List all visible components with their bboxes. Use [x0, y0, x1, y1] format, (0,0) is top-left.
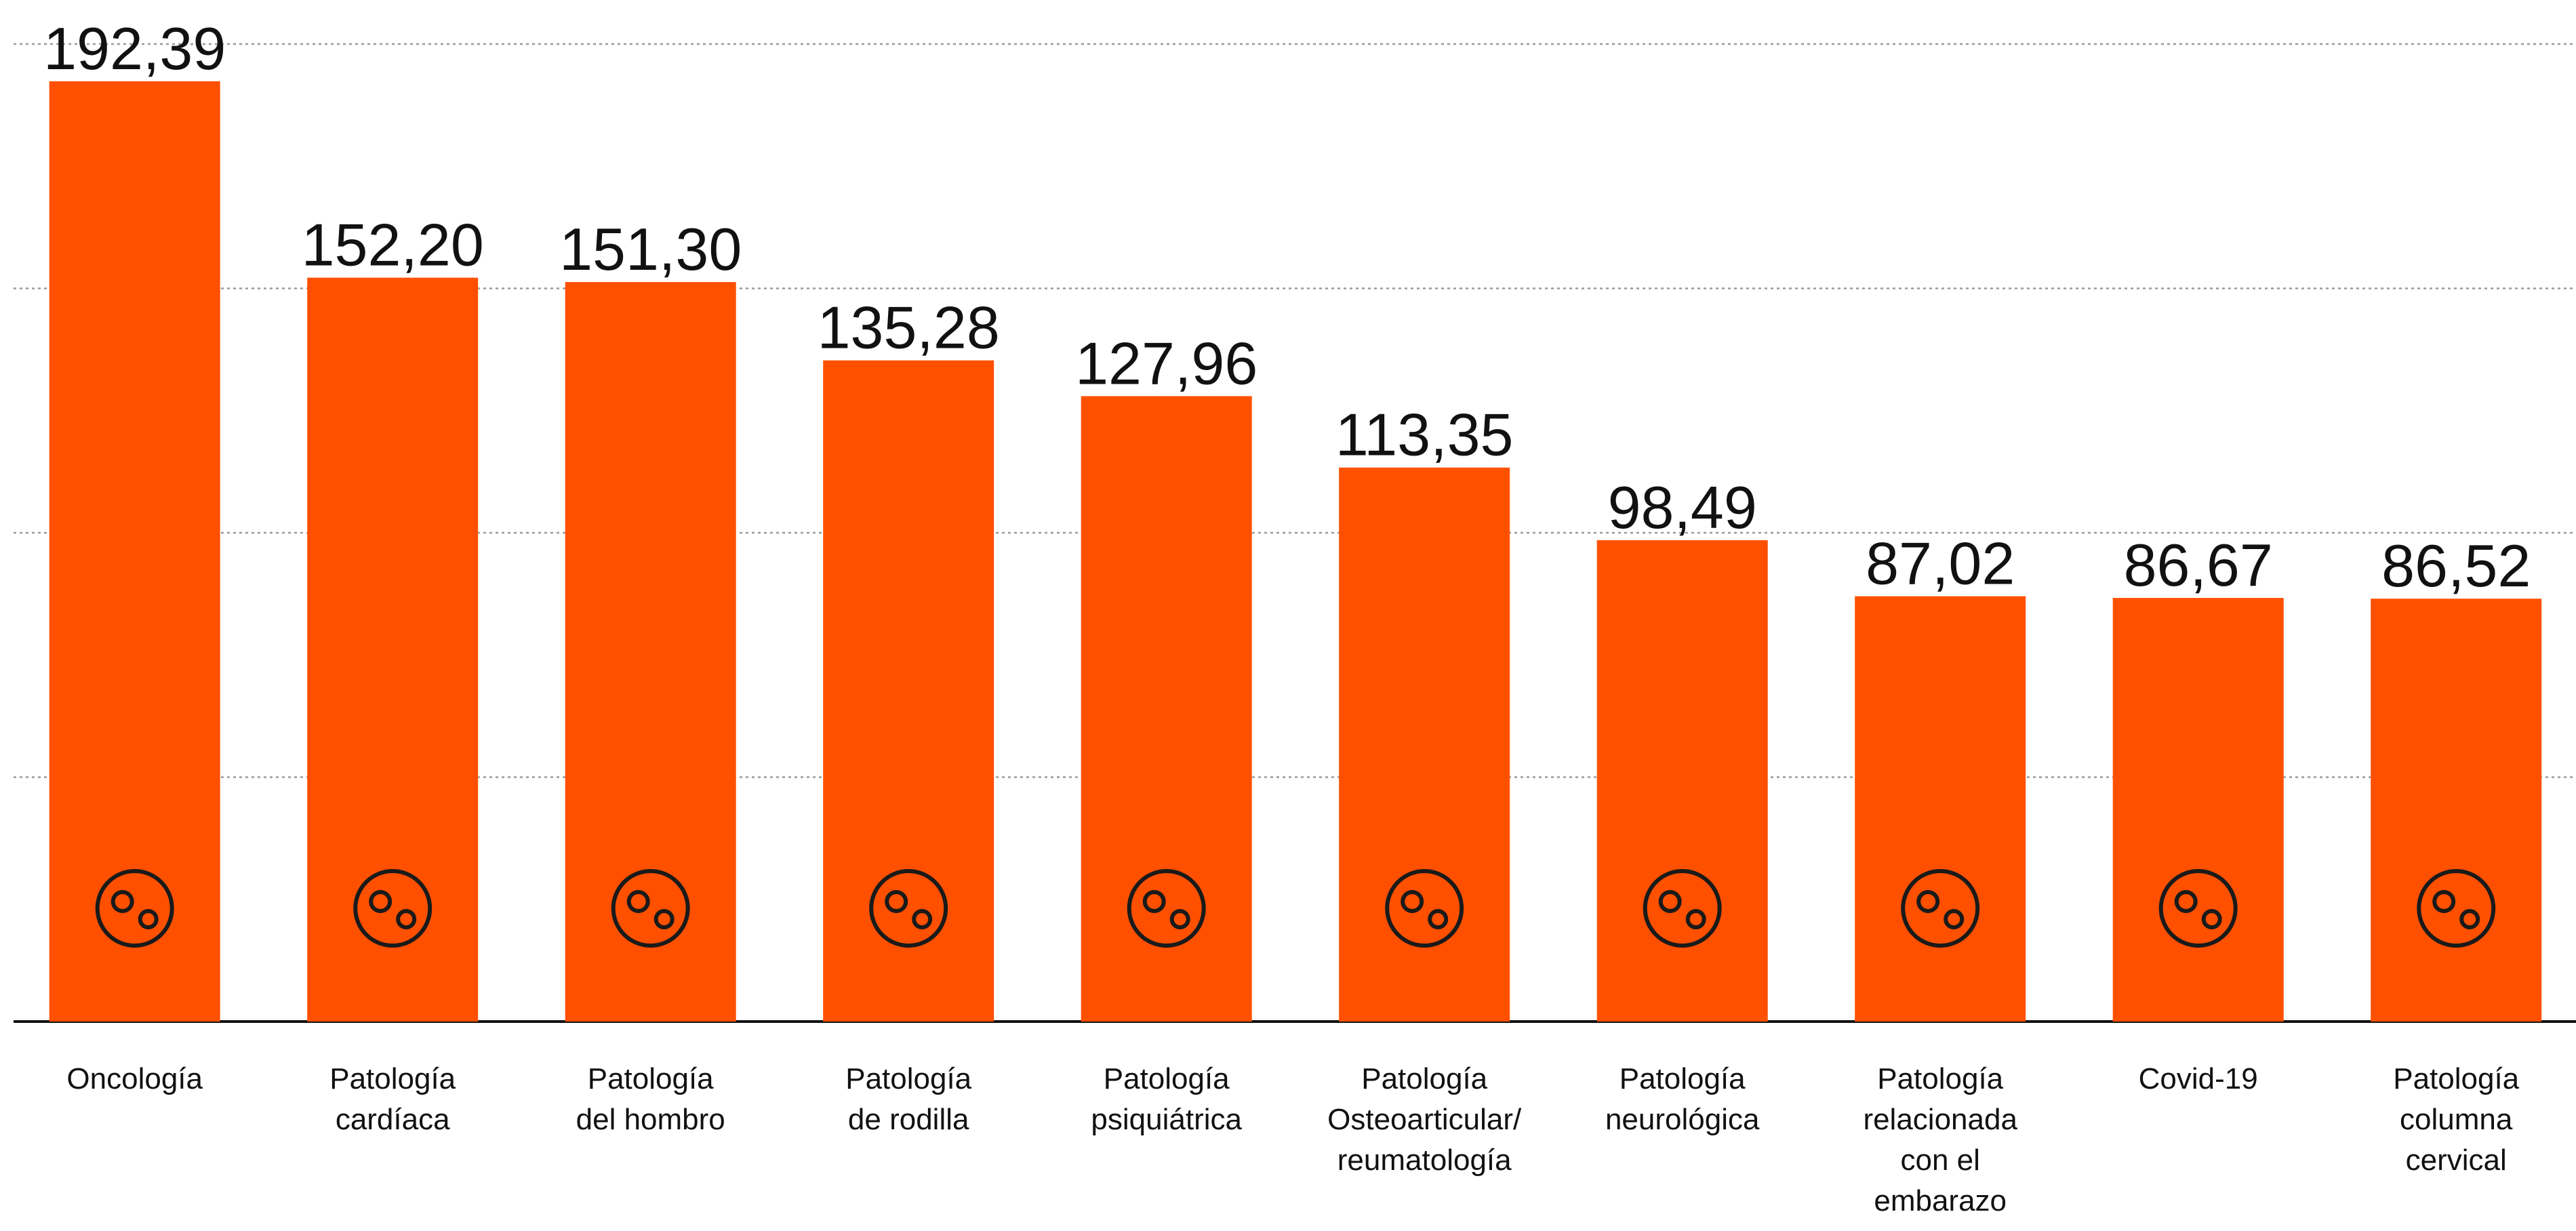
icon-shape: [369, 890, 393, 913]
x-tick-label: Patología relacionada con el embarazo: [1863, 1062, 2017, 1217]
bar-icon: [1127, 869, 1206, 948]
x-tick-label: Patología neurológica: [1605, 1062, 1760, 1136]
icon-shape: [885, 890, 908, 913]
x-tick-label: Oncología: [66, 1062, 203, 1095]
x-tick-label: Patología cardíaca: [329, 1062, 456, 1136]
icon-shape: [611, 869, 690, 948]
icon-shape: [1643, 869, 1722, 948]
bar-icon: [95, 869, 174, 948]
bar-icon: [611, 869, 690, 948]
icon-shape: [1401, 890, 1424, 913]
icon-shape: [2174, 890, 2198, 913]
bar: [1855, 596, 2026, 1022]
bar-icon: [1643, 869, 1722, 948]
value-label: 151,30: [559, 216, 742, 283]
x-tick-label: Patología del hombro: [576, 1062, 725, 1136]
icon-shape: [1658, 890, 1682, 913]
icon-shape: [1901, 869, 1980, 948]
icon-shape: [2158, 869, 2238, 948]
bar-icon: [353, 869, 432, 948]
x-tick-label: Patología columna cervical: [2393, 1062, 2519, 1177]
icon-shape: [138, 909, 159, 929]
value-label: 87,02: [1866, 530, 2015, 597]
icon-shape: [626, 890, 650, 913]
bar: [2112, 598, 2284, 1022]
bar: [823, 360, 994, 1022]
icon-shape: [2459, 909, 2480, 929]
icon-shape: [1127, 869, 1206, 948]
x-tick-label: Patología de rodilla: [845, 1062, 971, 1136]
value-label: 98,49: [1608, 474, 1757, 541]
value-label: 152,20: [302, 211, 484, 279]
x-tick-label: Patología psiquiátrica: [1091, 1062, 1242, 1136]
icon-shape: [95, 869, 174, 948]
bar: [1081, 396, 1252, 1022]
icon-shape: [1944, 909, 1965, 929]
value-label: 192,39: [43, 15, 226, 82]
bar-icon: [1901, 869, 1980, 948]
icon-shape: [2201, 909, 2222, 929]
icon-shape: [869, 869, 948, 948]
value-label: 113,35: [1335, 401, 1514, 468]
bar-icon: [2417, 869, 2496, 948]
bar-icon: [1385, 869, 1464, 948]
value-label: 86,52: [2381, 532, 2531, 599]
icon-shape: [353, 869, 432, 948]
icon-shape: [912, 909, 933, 929]
bar: [1596, 540, 1768, 1022]
value-label: 135,28: [818, 294, 1000, 361]
icon-shape: [2432, 890, 2456, 913]
value-label: 127,96: [1075, 329, 1257, 397]
icon-shape: [1169, 909, 1190, 929]
icon-shape: [1428, 909, 1449, 929]
bar-icon: [869, 869, 948, 948]
icon-shape: [1685, 909, 1706, 929]
x-tick-label: Covid-19: [2139, 1062, 2258, 1095]
icon-shape: [1142, 890, 1166, 913]
icon-shape: [1916, 890, 1940, 913]
bar: [2371, 599, 2542, 1022]
icon-shape: [396, 909, 417, 929]
bar-icon: [2158, 869, 2238, 948]
icon-shape: [2417, 869, 2496, 948]
bar: [1339, 467, 1510, 1022]
icon-shape: [110, 890, 134, 913]
x-tick-label: Patología Osteoarticular/reumatología: [1327, 1062, 1522, 1177]
bar: [49, 81, 220, 1022]
bar: [307, 277, 479, 1022]
icon-shape: [1385, 869, 1464, 948]
value-label: 86,67: [2124, 531, 2273, 599]
icon-shape: [653, 909, 675, 929]
bar: [565, 282, 736, 1022]
